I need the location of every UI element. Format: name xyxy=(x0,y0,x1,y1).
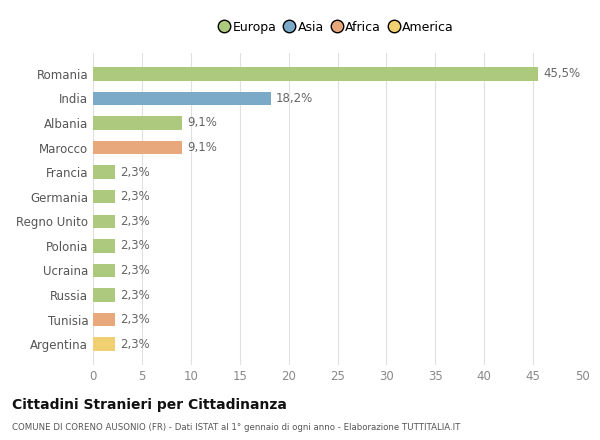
Bar xyxy=(93,264,115,277)
Bar xyxy=(93,313,115,326)
Text: 2,3%: 2,3% xyxy=(121,239,150,253)
Text: 2,3%: 2,3% xyxy=(121,165,150,179)
Bar xyxy=(93,116,182,130)
Text: 18,2%: 18,2% xyxy=(276,92,313,105)
Text: 2,3%: 2,3% xyxy=(121,289,150,301)
Text: 45,5%: 45,5% xyxy=(543,67,580,80)
Bar xyxy=(93,141,182,154)
Text: 2,3%: 2,3% xyxy=(121,190,150,203)
Bar xyxy=(93,288,115,302)
Text: 9,1%: 9,1% xyxy=(187,117,217,129)
Text: 2,3%: 2,3% xyxy=(121,264,150,277)
Bar xyxy=(93,190,115,203)
Bar xyxy=(93,215,115,228)
Bar xyxy=(93,239,115,253)
Bar xyxy=(93,92,271,105)
Text: Cittadini Stranieri per Cittadinanza: Cittadini Stranieri per Cittadinanza xyxy=(12,398,287,412)
Text: 2,3%: 2,3% xyxy=(121,313,150,326)
Text: 2,3%: 2,3% xyxy=(121,338,150,351)
Text: 2,3%: 2,3% xyxy=(121,215,150,228)
Bar xyxy=(93,337,115,351)
Text: COMUNE DI CORENO AUSONIO (FR) - Dati ISTAT al 1° gennaio di ogni anno - Elaboraz: COMUNE DI CORENO AUSONIO (FR) - Dati IST… xyxy=(12,423,460,432)
Bar xyxy=(93,165,115,179)
Bar xyxy=(93,67,538,81)
Text: 9,1%: 9,1% xyxy=(187,141,217,154)
Legend: Europa, Asia, Africa, America: Europa, Asia, Africa, America xyxy=(218,18,457,37)
